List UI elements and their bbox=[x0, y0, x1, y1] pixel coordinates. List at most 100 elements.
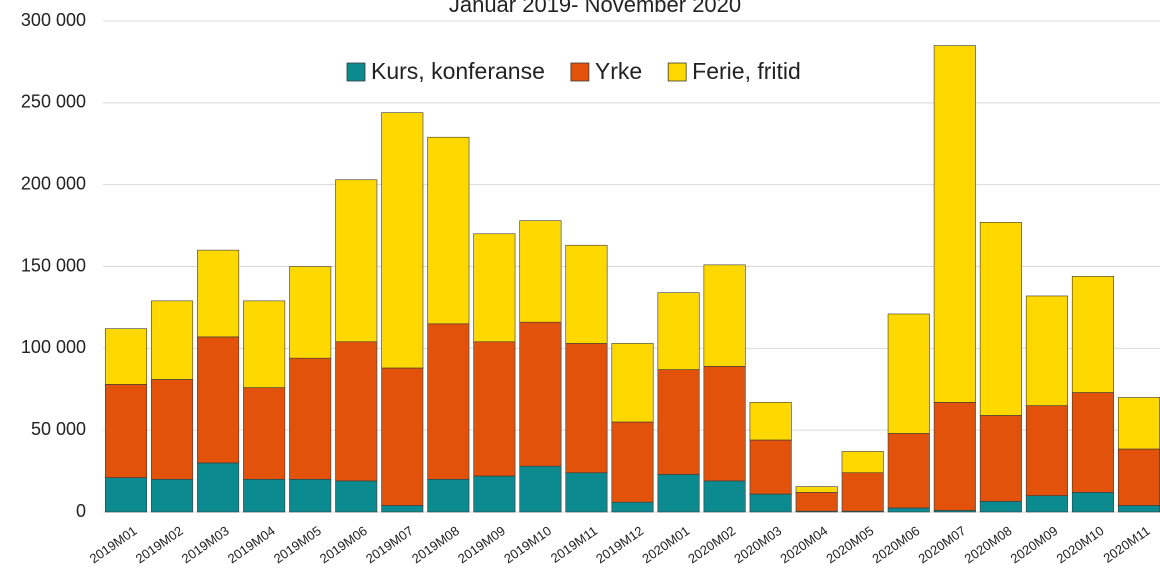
bar-segment bbox=[841, 472, 884, 512]
bar-segment bbox=[795, 486, 838, 493]
bar-segment bbox=[151, 300, 194, 380]
legend-swatch bbox=[570, 62, 590, 82]
x-tick-label: 2020M07 bbox=[915, 523, 968, 566]
x-tick-label: 2019M07 bbox=[363, 523, 416, 566]
bar-segment bbox=[1071, 276, 1114, 393]
bar-segment bbox=[1025, 405, 1068, 496]
bar-segment bbox=[979, 222, 1022, 416]
bar-segment bbox=[657, 292, 700, 370]
x-tick-label: 2019M11 bbox=[548, 523, 600, 566]
bar-segment bbox=[887, 313, 930, 434]
x-tick-label: 2019M05 bbox=[271, 523, 324, 566]
x-tick-label: 2019M04 bbox=[225, 523, 278, 566]
x-tick-label: 2020M08 bbox=[962, 523, 1015, 566]
x-tick-label: 2020M03 bbox=[731, 523, 784, 566]
bar-segment bbox=[335, 179, 378, 343]
y-tick-label: 50 000 bbox=[31, 419, 86, 439]
x-tick-label: 2020M05 bbox=[823, 523, 876, 566]
bar-segment bbox=[1071, 392, 1114, 493]
bar-segment bbox=[427, 478, 470, 513]
x-tick-label: 2019M02 bbox=[133, 523, 186, 566]
bar-segment bbox=[979, 501, 1022, 513]
bar-segment bbox=[841, 451, 884, 474]
bar-segment bbox=[703, 264, 746, 367]
bar-segment bbox=[151, 379, 194, 480]
bar-segment bbox=[887, 433, 930, 509]
x-tick-label: 2020M06 bbox=[869, 523, 922, 566]
bar-segment bbox=[1117, 397, 1160, 450]
bar-segment bbox=[197, 336, 240, 464]
bar-segment bbox=[1071, 492, 1114, 513]
bar-segment bbox=[151, 478, 194, 513]
chart-title: Januar 2019- November 2020 bbox=[449, 0, 741, 17]
x-tick-label: 2020M02 bbox=[685, 523, 738, 566]
x-tick-label: 2020M04 bbox=[777, 523, 830, 566]
bar-segment bbox=[749, 493, 792, 513]
bar-segment bbox=[243, 387, 286, 480]
bar-segment bbox=[289, 478, 332, 513]
bar-segment bbox=[243, 478, 286, 513]
bar-segment bbox=[565, 244, 608, 344]
legend-swatch bbox=[346, 62, 366, 82]
y-tick-label: 100 000 bbox=[21, 337, 86, 357]
bar-segment bbox=[105, 328, 148, 385]
bar-segment bbox=[519, 220, 562, 323]
bar-segment bbox=[657, 474, 700, 513]
bar-segment bbox=[289, 357, 332, 480]
legend-label: Kurs, konferanse bbox=[371, 58, 545, 84]
bar-segment bbox=[427, 136, 470, 325]
x-tick-label: 2019M03 bbox=[179, 523, 232, 566]
bar-segment bbox=[1025, 295, 1068, 406]
x-tick-label: 2020M01 bbox=[639, 523, 692, 566]
bar-segment bbox=[1117, 505, 1160, 513]
bar-segment bbox=[611, 343, 654, 423]
bar-segment bbox=[381, 112, 424, 369]
x-tick-label: 2019M09 bbox=[455, 523, 508, 566]
bar-segment bbox=[933, 402, 976, 511]
bar-segment bbox=[427, 323, 470, 480]
x-tick-label: 2020M11 bbox=[1100, 523, 1152, 566]
legend-label: Yrke bbox=[595, 58, 642, 84]
legend-label: Ferie, fritid bbox=[692, 58, 801, 84]
bar-segment bbox=[197, 249, 240, 338]
bar-segment bbox=[335, 480, 378, 513]
bar-segment bbox=[611, 421, 654, 503]
bar-segment bbox=[703, 480, 746, 513]
bar-segment bbox=[519, 465, 562, 513]
bar-segment bbox=[289, 266, 332, 359]
bar-segment bbox=[749, 439, 792, 495]
y-tick-label: 250 000 bbox=[21, 92, 86, 112]
x-tick-label: 2019M08 bbox=[409, 523, 462, 566]
bar-segment bbox=[519, 321, 562, 467]
y-tick-label: 0 bbox=[76, 501, 86, 521]
bar-segment bbox=[979, 415, 1022, 502]
bar-segment bbox=[933, 45, 976, 403]
bar-segment bbox=[657, 369, 700, 475]
bar-segment bbox=[887, 507, 930, 513]
y-tick-label: 200 000 bbox=[21, 173, 86, 193]
bar-segment bbox=[243, 300, 286, 388]
bar-segment bbox=[565, 472, 608, 513]
bar-segment bbox=[795, 492, 838, 512]
bar-segment bbox=[749, 402, 792, 441]
bar-segment bbox=[197, 462, 240, 513]
x-tick-label: 2019M10 bbox=[501, 523, 554, 566]
bar-segment bbox=[1117, 448, 1160, 506]
bar-segment bbox=[473, 341, 516, 477]
x-tick-label: 2020M09 bbox=[1008, 523, 1061, 566]
x-tick-label: 2019M06 bbox=[317, 523, 370, 566]
bar-segment bbox=[381, 505, 424, 513]
bar-segment bbox=[473, 233, 516, 343]
bar-segment bbox=[703, 366, 746, 482]
x-tick-label: 2020M10 bbox=[1054, 523, 1107, 566]
bar-segment bbox=[335, 341, 378, 482]
bar-segment bbox=[105, 477, 148, 513]
bar-segment bbox=[105, 384, 148, 478]
legend-swatch bbox=[667, 62, 687, 82]
bar-segment bbox=[565, 343, 608, 474]
bar-segment bbox=[1025, 495, 1068, 513]
x-tick-label: 2019M01 bbox=[87, 523, 140, 566]
bar-segment bbox=[473, 475, 516, 513]
